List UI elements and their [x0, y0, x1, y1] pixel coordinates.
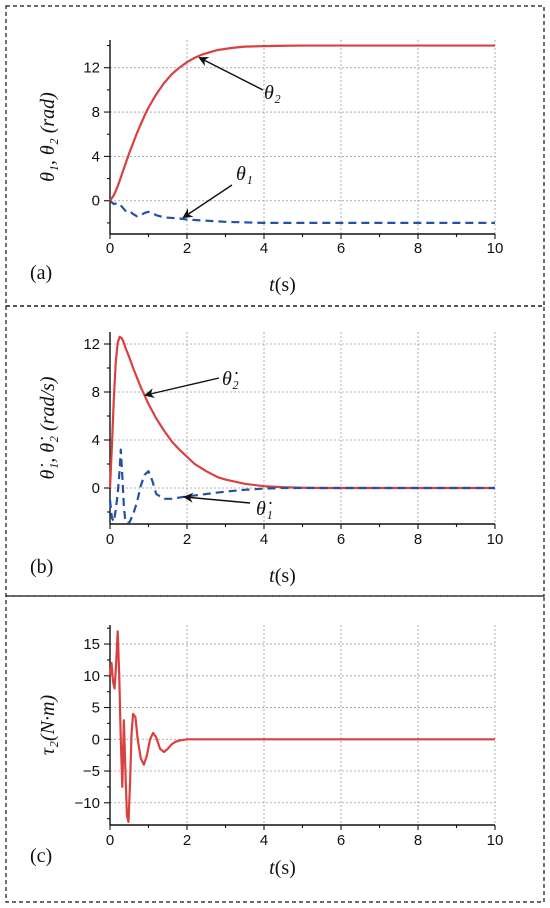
x-axis-label: t(s): [269, 857, 296, 879]
y-tick-label: 12: [83, 60, 100, 77]
x-tick-label: 6: [337, 832, 345, 849]
series-line: [108, 335, 495, 490]
y-tick-label: 8: [92, 384, 100, 401]
x-tick-label: 10: [487, 240, 504, 257]
arrow-dtheta2: [144, 377, 220, 399]
y-axis-label: θ̇₁, θ̇₂ (rad/s): [37, 376, 59, 479]
y-axis-label: τ₂(N·m): [37, 695, 59, 756]
panel-a-label: (a): [30, 262, 52, 284]
y-tick-label: 4: [92, 148, 100, 165]
series-line: [108, 448, 495, 524]
series-line: [109, 199, 495, 225]
y-tick-label: 10: [83, 668, 100, 685]
annotation-theta1: θ₁: [236, 163, 253, 185]
series-line: [109, 44, 495, 202]
y-tick-label: −10: [75, 795, 100, 812]
x-tick-label: 10: [487, 531, 504, 548]
annotation-dtheta1: θ̇₁: [256, 498, 273, 520]
y-tick-label: 8: [92, 104, 100, 121]
x-axis-label-var: t: [269, 857, 275, 879]
x-tick-label: 2: [183, 531, 191, 548]
panel-b-chart: 0 2 4 6 8 10 0 4 8 12 t(s) θ̇₁, θ̇₂ (rad/s): [37, 332, 503, 587]
x-axis-label-unit: (s): [275, 857, 296, 879]
x-tick-label: 4: [260, 240, 268, 257]
arrow-theta2: [198, 57, 264, 91]
x-tick-label: 0: [106, 832, 114, 849]
x-tick-label: 4: [260, 531, 268, 548]
y-tick-label: 0: [92, 731, 100, 748]
x-axis-label-unit: (s): [275, 274, 296, 296]
y-tick-label: 15: [83, 636, 100, 653]
x-tick-label: 2: [183, 240, 191, 257]
x-tick-label: 0: [106, 240, 114, 257]
x-tick-label: 2: [183, 832, 191, 849]
y-tick-label: −5: [83, 763, 100, 780]
y-tick-label: 5: [92, 700, 100, 717]
panel-b-label: (b): [30, 556, 53, 578]
x-axis-label-var: t: [269, 565, 275, 587]
x-axis-label: t(s): [269, 565, 296, 587]
series-line: [108, 630, 495, 823]
panel-a-chart: 0 2 4 6 8 10 0 4 8 12 t(s) θ₁, θ₂ (rad): [37, 40, 503, 296]
panel-c-border: [5, 595, 545, 903]
x-axis-label: t(s): [269, 274, 296, 296]
x-tick-label: 8: [414, 531, 422, 548]
x-tick-label: 8: [414, 240, 422, 257]
y-tick-label: 0: [92, 193, 100, 210]
y-tick-label: 12: [83, 336, 100, 353]
x-tick-label: 6: [337, 531, 345, 548]
panel-b-border: [5, 305, 545, 597]
y-axis-label: θ₁, θ₂ (rad): [37, 92, 59, 182]
arrow-theta1: [182, 184, 233, 219]
y-tick-label: 0: [92, 480, 100, 497]
y-tick-label: 4: [92, 432, 100, 449]
annotation-dtheta2: θ̇₂: [222, 368, 239, 390]
annotation-theta2: θ₂: [264, 82, 281, 104]
x-tick-label: 4: [260, 832, 268, 849]
arrow-dtheta1: [183, 492, 251, 504]
x-tick-label: 8: [414, 832, 422, 849]
x-tick-label: 10: [487, 832, 504, 849]
x-tick-label: 0: [106, 531, 114, 548]
panel-c-chart: 0 2 4 6 8 10 −10 −5 0 5 10 15 t(s) τ₂(N·m): [37, 625, 503, 879]
x-axis-label-var: t: [269, 274, 275, 296]
x-tick-label: 6: [337, 240, 345, 257]
panel-c-label: (c): [30, 845, 52, 867]
x-axis-label-unit: (s): [275, 565, 296, 587]
